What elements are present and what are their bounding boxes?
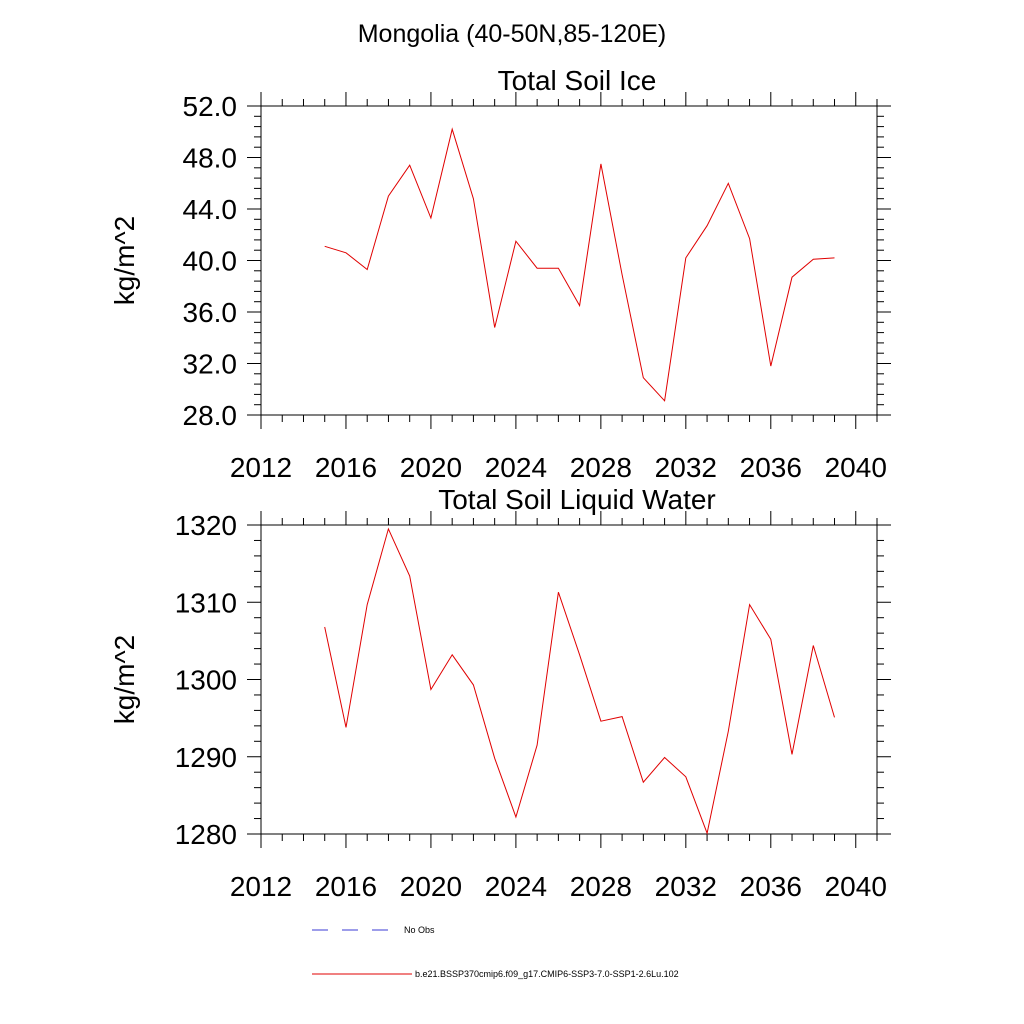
legend-entry-model-run: b.e21.BSSP370cmip6.f09_g17.CMIP6-SSP3-7.… xyxy=(312,969,679,979)
plot-frame xyxy=(260,105,878,416)
chart-title: Total Soil Ice xyxy=(498,65,657,96)
figure-title: Mongolia (40-50N,85-120E) xyxy=(358,20,667,48)
y-tick-label: 48.0 xyxy=(183,143,238,174)
legend-label-model-run: b.e21.BSSP370cmip6.f09_g17.CMIP6-SSP3-7.… xyxy=(415,969,679,979)
panel-total-soil-liquid-water: Total Soil Liquid Water kg/m^2 2012 2016 202… xyxy=(109,484,891,902)
x-tick-label: 2024 xyxy=(485,452,547,483)
x-tick-label: 2040 xyxy=(825,452,887,483)
plot-frame xyxy=(260,524,878,835)
y-tick-label: 40.0 xyxy=(183,246,238,277)
x-tick-label: 2032 xyxy=(655,452,717,483)
y-axis-label: kg/m^2 xyxy=(109,635,140,724)
y-tick-label: 32.0 xyxy=(183,349,238,380)
y-tick-label: 36.0 xyxy=(183,297,238,328)
y-tick-label: 1320 xyxy=(175,510,237,541)
y-tick-label: 52.0 xyxy=(183,91,238,122)
x-tick-label: 2028 xyxy=(570,452,632,483)
x-tick-label: 2012 xyxy=(230,452,292,483)
legend-entry-no-obs: No Obs xyxy=(312,925,435,935)
x-tick-label: 2024 xyxy=(485,871,547,902)
x-tick-label: 2032 xyxy=(655,871,717,902)
legend: No Obs b.e21.BSSP370cmip6.f09_g17.CMIP6-… xyxy=(312,925,679,979)
x-tick-label: 2016 xyxy=(315,452,377,483)
y-axis-label: kg/m^2 xyxy=(109,216,140,305)
x-tick-label: 2012 xyxy=(230,871,292,902)
x-tick-label: 2036 xyxy=(740,452,802,483)
x-tick-label: 2016 xyxy=(315,871,377,902)
legend-label-no-obs: No Obs xyxy=(404,925,435,935)
panel-total-soil-ice: Total Soil Ice kg/m^2 2012 2016 2020 2024 2028… xyxy=(109,65,891,483)
y-tick-label: 44.0 xyxy=(183,194,238,225)
y-tick-label: 1300 xyxy=(175,665,237,696)
x-tick-label: 2028 xyxy=(570,871,632,902)
x-tick-label: 2040 xyxy=(825,871,887,902)
y-tick-label: 1280 xyxy=(175,819,237,850)
x-tick-label: 2020 xyxy=(400,871,462,902)
series-line xyxy=(324,527,835,835)
chart-title: Total Soil Liquid Water xyxy=(438,484,716,515)
y-tick-label: 28.0 xyxy=(183,400,238,431)
x-tick-label: 2036 xyxy=(740,871,802,902)
y-tick-label: 1290 xyxy=(175,742,237,773)
series-line xyxy=(324,127,835,402)
x-tick-label: 2020 xyxy=(400,452,462,483)
y-tick-label: 1310 xyxy=(175,587,237,618)
